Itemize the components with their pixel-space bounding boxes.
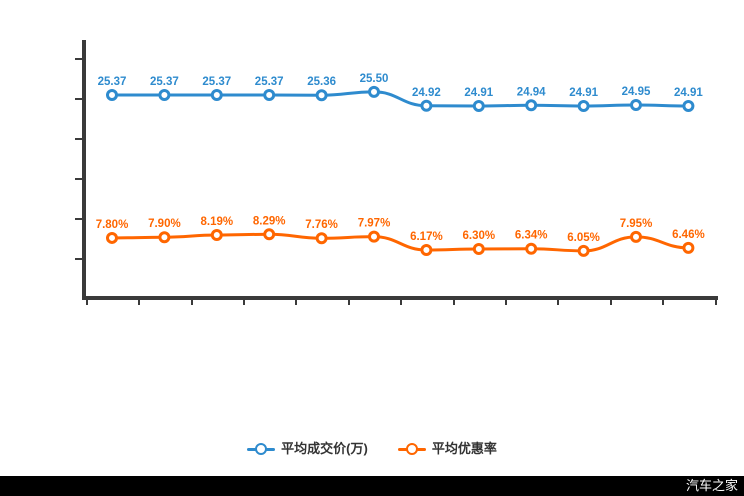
- data-point-marker[interactable]: [158, 231, 171, 244]
- legend-item-avg-discount[interactable]: 平均优惠率: [397, 441, 497, 456]
- y-axis-tick: [75, 138, 82, 140]
- y-axis-tick: [75, 98, 82, 100]
- legend-label-avg-discount: 平均优惠率: [431, 441, 497, 456]
- data-point-label: 24.95: [622, 86, 651, 98]
- data-point-marker[interactable]: [420, 99, 433, 112]
- data-point-label: 6.17%: [410, 231, 443, 243]
- data-point-marker[interactable]: [682, 100, 695, 112]
- data-point-marker[interactable]: [106, 231, 118, 244]
- data-point-label: 7.80%: [96, 219, 129, 231]
- data-point-marker[interactable]: [682, 241, 695, 254]
- data-point-label: 7.90%: [148, 218, 181, 230]
- x-axis-tick: [400, 300, 403, 305]
- data-point-label: 7.95%: [620, 218, 653, 230]
- data-point-marker[interactable]: [315, 232, 328, 245]
- x-axis-tick: [609, 300, 612, 305]
- legend-item-avg-price[interactable]: 平均成交价(万): [247, 442, 368, 456]
- data-point-marker[interactable]: [210, 229, 223, 242]
- data-point-marker[interactable]: [630, 230, 642, 243]
- data-point-label: 24.94: [517, 86, 546, 98]
- data-point-label: 25.37: [202, 76, 231, 88]
- data-point-marker[interactable]: [106, 88, 118, 101]
- data-point-marker[interactable]: [158, 88, 171, 101]
- data-point-label: 24.92: [412, 87, 441, 99]
- data-point-label: 6.34%: [515, 230, 548, 242]
- orange-line-legend-icon: [397, 442, 426, 456]
- chart-legend: 平均成交价(万) 平均优惠率: [0, 442, 744, 456]
- data-point-marker[interactable]: [263, 228, 276, 241]
- x-axis-tick: [505, 300, 507, 305]
- y-axis-tick: [75, 218, 82, 220]
- data-point-marker[interactable]: [577, 244, 590, 257]
- data-point-marker[interactable]: [315, 89, 328, 102]
- line-chart-plot-area: 25.37 25.37 25.37 25.37 25.36 25.50 24.92 24.91…: [96, 73, 705, 257]
- data-point-label: 8.19%: [200, 216, 233, 228]
- data-point-label: 7.97%: [358, 218, 391, 230]
- data-point-label: 24.91: [674, 87, 703, 99]
- y-axis-line: [82, 40, 86, 300]
- x-axis-line: [82, 296, 718, 300]
- blue-line-legend-icon: [247, 442, 276, 456]
- y-axis-tick: [75, 58, 82, 60]
- data-point-marker[interactable]: [368, 85, 380, 98]
- data-point-marker[interactable]: [368, 230, 380, 243]
- y-axis-tick: [75, 258, 82, 260]
- data-point-marker[interactable]: [525, 242, 538, 255]
- series-line-avg-discount: [111, 232, 689, 253]
- watermark-bar: 汽车之家: [0, 476, 744, 496]
- x-axis-tick: [452, 300, 455, 305]
- data-point-marker[interactable]: [263, 88, 276, 101]
- legend-label-avg-price: 平均成交价(万): [281, 441, 368, 456]
- x-axis-tick: [138, 300, 141, 305]
- data-point-label: 24.91: [464, 87, 493, 99]
- data-point-marker[interactable]: [630, 99, 642, 112]
- data-point-label: 25.37: [98, 76, 127, 88]
- data-point-marker[interactable]: [420, 244, 433, 256]
- data-point-marker[interactable]: [525, 99, 538, 112]
- data-point-marker[interactable]: [472, 100, 485, 112]
- data-point-label: 6.46%: [672, 229, 705, 241]
- data-point-label: 24.91: [569, 87, 598, 99]
- data-point-marker[interactable]: [210, 88, 223, 101]
- x-axis-tick: [347, 300, 350, 305]
- data-point-marker[interactable]: [472, 243, 485, 256]
- x-axis-tick: [85, 300, 88, 305]
- x-axis-tick: [243, 300, 245, 305]
- autohome-watermark: 汽车之家: [685, 478, 738, 493]
- data-point-label: 6.30%: [462, 230, 495, 242]
- x-axis-tick: [662, 300, 665, 305]
- data-point-marker[interactable]: [577, 100, 590, 112]
- data-point-label: 25.36: [307, 76, 336, 88]
- data-point-label: 25.37: [150, 76, 179, 88]
- y-axis-tick: [75, 178, 82, 180]
- series-line-avg-price: [111, 90, 689, 108]
- data-point-label: 8.29%: [253, 215, 286, 227]
- data-point-label: 7.76%: [305, 219, 338, 231]
- data-point-label: 25.50: [360, 73, 389, 85]
- x-axis-tick: [557, 300, 560, 305]
- data-point-label: 25.37: [255, 76, 284, 88]
- data-point-label: 6.05%: [567, 232, 600, 244]
- x-axis-tick: [295, 300, 298, 305]
- x-axis-tick: [190, 300, 193, 305]
- x-axis-tick: [714, 300, 717, 305]
